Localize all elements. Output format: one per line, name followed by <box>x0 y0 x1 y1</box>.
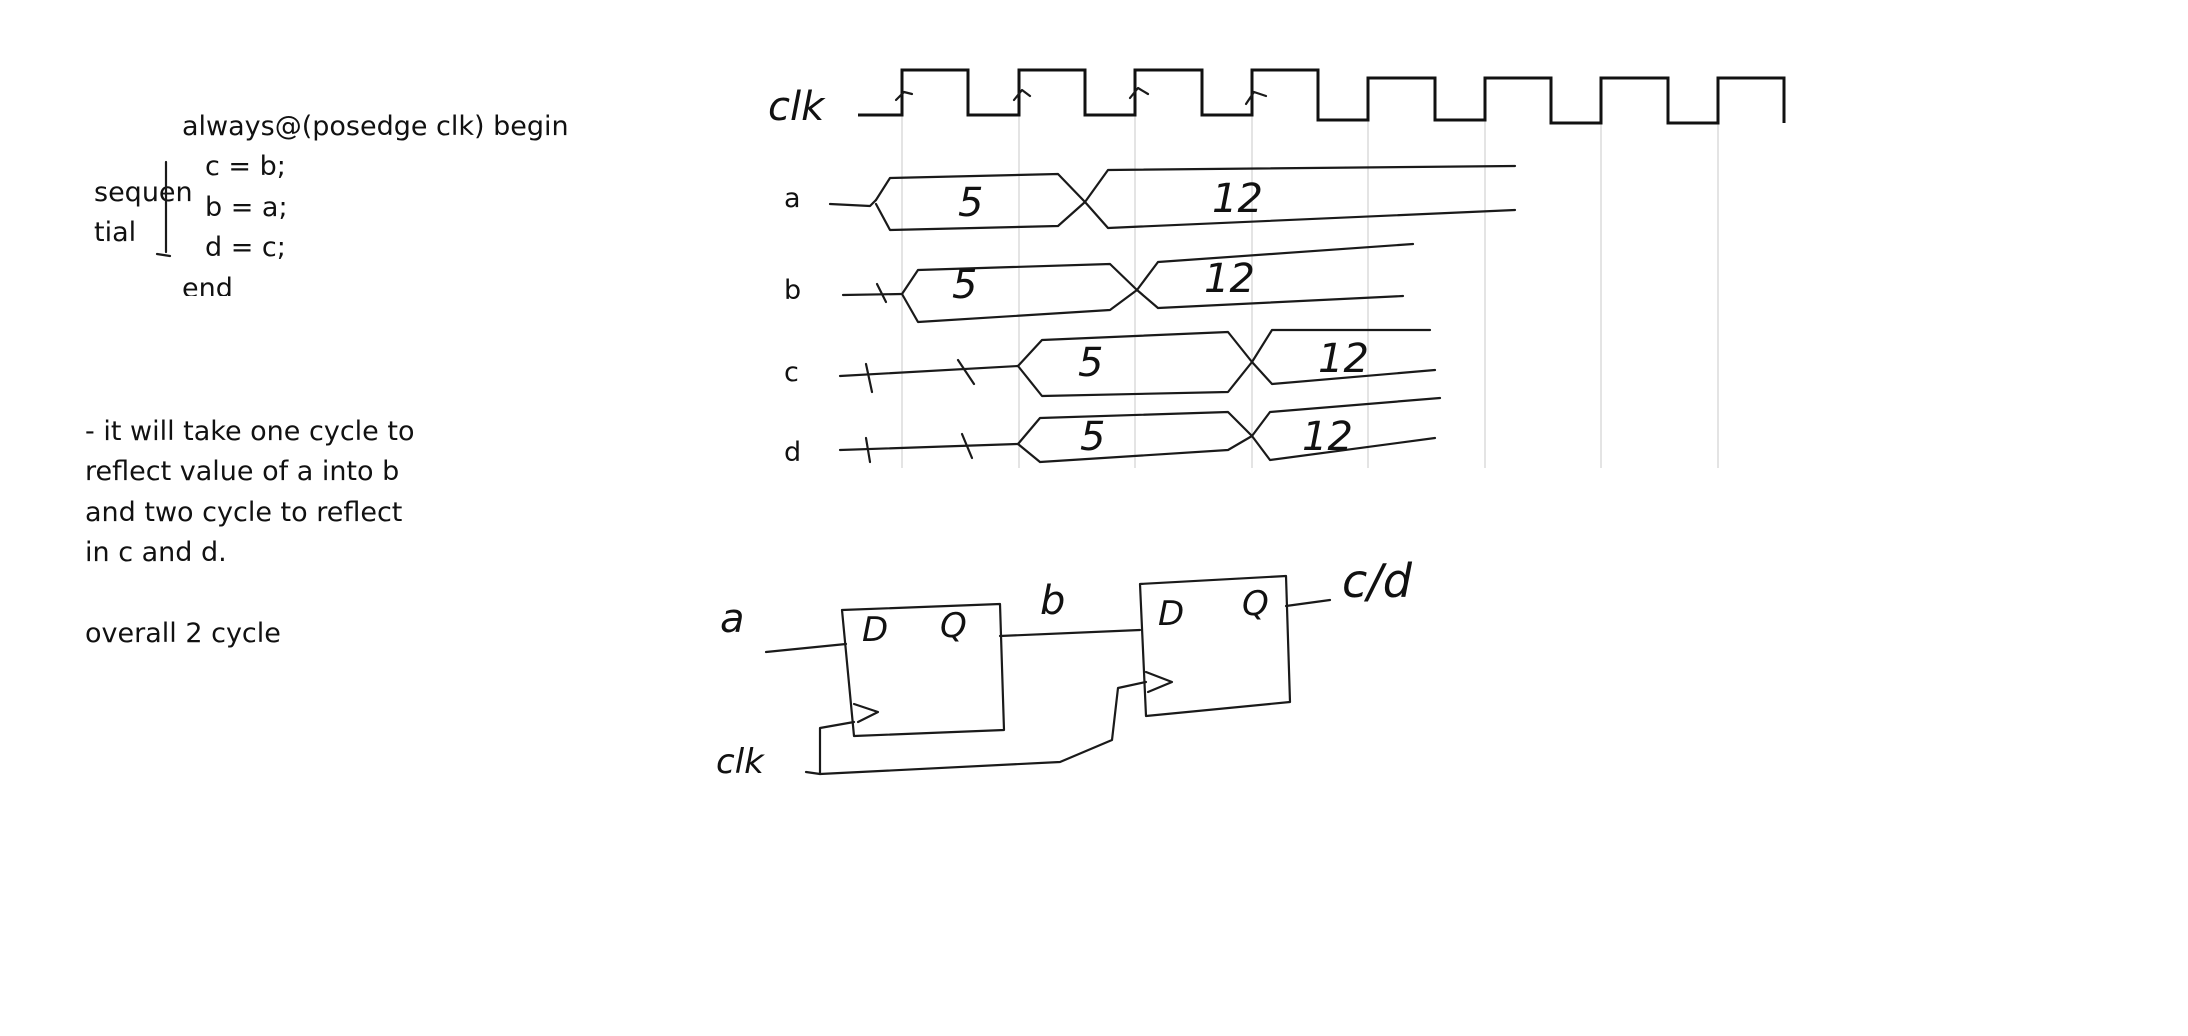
circuit-input-label-a: a <box>720 596 745 642</box>
ff2-d-label: D <box>1158 594 1185 634</box>
waveform-c <box>838 328 1437 398</box>
d-value-12: 12 <box>1302 414 1353 460</box>
code-line-d-equals-c: d = c; <box>205 232 286 263</box>
a-value-5: 5 <box>958 180 984 226</box>
signal-label-c: c <box>784 357 799 388</box>
explanation-line-3: and two cycle to reflect <box>85 497 403 528</box>
explanation-line-1: - it will take one cycle to <box>85 416 415 447</box>
explanation-line-4: in c and d. <box>85 537 227 568</box>
code-line-end: end <box>182 273 233 296</box>
waveform-a <box>828 164 1517 232</box>
code-line-c-equals-b: c = b; <box>205 151 286 182</box>
code-line-always: always@(posedge clk) begin <box>182 111 569 142</box>
flip-flop-2 <box>1138 574 1292 718</box>
flip-flop-1 <box>840 602 1006 738</box>
ff2-q-label: Q <box>1242 584 1269 624</box>
b-value-5: 5 <box>952 262 978 308</box>
code-line-b-equals-a: b = a; <box>205 192 288 223</box>
rising-edge-marks <box>894 86 1268 106</box>
ff1-q-label: Q <box>940 606 967 646</box>
annotation-sequential-part2: tial <box>94 217 137 248</box>
d-value-5: 5 <box>1080 414 1106 460</box>
circuit-wires <box>764 598 1332 776</box>
c-value-12: 12 <box>1318 336 1369 382</box>
ff1-d-label: D <box>862 610 889 650</box>
signal-label-a: a <box>784 183 801 214</box>
sequential-arrow-icon <box>155 160 172 258</box>
annotation-sequential-part1: sequen <box>94 177 193 208</box>
circuit-clock-label: clk <box>716 742 764 782</box>
waveform-d <box>838 396 1442 464</box>
b-value-12: 12 <box>1204 256 1255 302</box>
signal-label-b: b <box>784 275 802 306</box>
explanation-summary: overall 2 cycle <box>85 618 281 649</box>
circuit-output-label: c/d <box>1342 554 1412 608</box>
a-value-12: 12 <box>1212 176 1263 222</box>
signal-label-d: d <box>784 437 802 468</box>
timing-clock-label: clk <box>768 84 825 130</box>
explanation-line-2: reflect value of a into b <box>85 456 400 487</box>
c-value-5: 5 <box>1078 340 1104 386</box>
waveform-b <box>841 242 1415 324</box>
clock-waveform <box>858 68 1786 125</box>
circuit-mid-label-b: b <box>1040 578 1066 624</box>
clock-edge-guides <box>901 82 1719 468</box>
